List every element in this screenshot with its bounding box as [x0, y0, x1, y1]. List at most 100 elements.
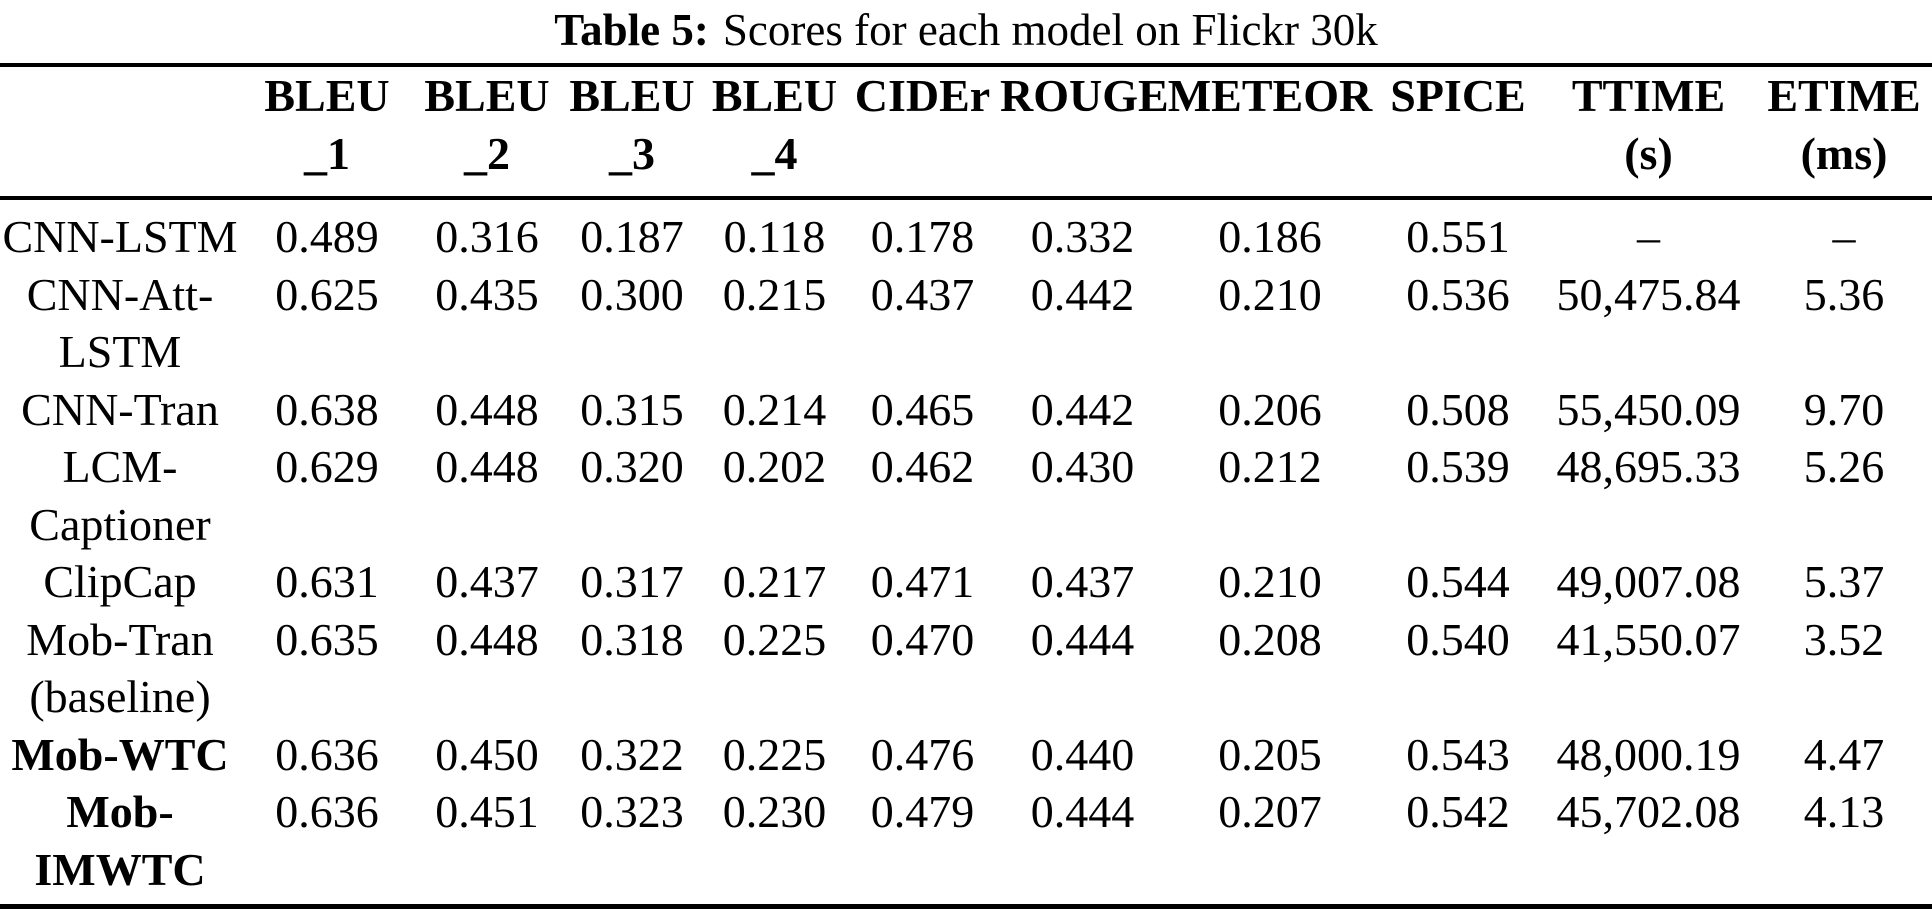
table-cell: 48,000.19 — [1556, 728, 1741, 780]
table-cell: 0.208 — [1218, 613, 1322, 665]
table-cell: 0.315 — [580, 383, 684, 435]
row-model-label: LCM- Captioner — [29, 441, 211, 550]
table-cell: 0.322 — [580, 728, 684, 780]
column-header-ttime: TTIME (s) — [1541, 65, 1756, 200]
table-cell: 0.638 — [275, 383, 379, 435]
table-cell: 0.544 — [1406, 556, 1510, 607]
table-cell: 0.539 — [1406, 441, 1510, 492]
table-cell: 0.479 — [870, 786, 975, 837]
table-cell: 0.631 — [275, 556, 379, 607]
table-cell: 0.465 — [870, 383, 975, 435]
table-cell: 0.542 — [1406, 786, 1510, 837]
table-cell: 5.36 — [1803, 268, 1885, 320]
column-header-bleu-2: BLEU _2 — [414, 65, 560, 200]
table-cell: 0.435 — [435, 268, 539, 320]
column-header-bleu-1: BLEU _1 — [240, 65, 414, 200]
table-cell: 0.316 — [435, 211, 539, 262]
table-cell: 49,007.08 — [1556, 556, 1741, 607]
table-cell: 55,450.09 — [1556, 383, 1741, 435]
table-cell: 5.37 — [1803, 556, 1885, 607]
table-cell: 0.444 — [1030, 613, 1135, 665]
column-header-model — [0, 65, 240, 200]
table-cell: 0.186 — [1218, 211, 1322, 262]
table-cell: 0.206 — [1218, 383, 1322, 435]
table-cell: 0.440 — [1030, 728, 1135, 780]
table-cell: 0.635 — [275, 613, 379, 665]
table-cell: 0.187 — [580, 211, 684, 262]
table-cell: 0.450 — [435, 728, 539, 780]
table-cell: 0.451 — [435, 786, 539, 837]
table-cell: 0.214 — [722, 383, 827, 435]
row-model-label: Mob- IMWTC — [34, 786, 206, 895]
table-cell: 0.215 — [722, 268, 827, 320]
table-row: CNN-Tran 0.638 0.448 0.315 0.214 0.465 0.442 0.… — [0, 381, 1932, 439]
table-cell: 0.636 — [275, 728, 379, 780]
table-cell: 0.332 — [1030, 211, 1135, 262]
row-model-label: ClipCap — [43, 556, 197, 607]
table-cell: 0.225 — [722, 613, 827, 665]
table-cell: 0.448 — [435, 383, 539, 435]
table-cell: 0.178 — [870, 211, 975, 262]
table-cell: 0.317 — [580, 556, 684, 607]
table-row: Mob-WTC 0.636 0.450 0.322 0.225 0.476 0.440 0.2… — [0, 726, 1932, 784]
table-cell: 0.489 — [275, 211, 379, 262]
table-row: Mob-Tran (baseline) 0.635 0.448 0.318 0.225 0… — [0, 611, 1932, 726]
header-row: BLEU _1 BLEU _2 BLEU _3 BLEU _4 CIDEr ROUGE ME… — [0, 65, 1932, 200]
column-header-spice: SPICE — [1375, 65, 1541, 200]
table-cell: 0.636 — [275, 786, 379, 837]
table-cell: 0.471 — [870, 556, 975, 607]
table-cell: 0.629 — [275, 441, 379, 492]
table-cell: 0.442 — [1030, 383, 1135, 435]
table-cell: 5.26 — [1803, 441, 1885, 492]
column-header-cider: CIDEr — [845, 65, 1000, 200]
column-header-meteor: METEOR — [1165, 65, 1375, 200]
table-cell: 0.625 — [275, 268, 379, 320]
table-row: LCM- Captioner 0.629 0.448 0.320 0.202 0.462 0… — [0, 438, 1932, 553]
table-cell: 45,702.08 — [1556, 786, 1741, 837]
table-cell: 0.508 — [1406, 383, 1510, 435]
table-cell: 48,695.33 — [1556, 441, 1741, 492]
table-cell: 4.47 — [1803, 728, 1885, 780]
table-cell: 0.536 — [1406, 268, 1510, 320]
table-cell: 50,475.84 — [1556, 268, 1741, 320]
table-body: CNN-LSTM 0.489 0.316 0.187 0.118 0.178 0.332 0.… — [0, 198, 1932, 907]
row-model-label: Mob-WTC — [11, 728, 229, 780]
table-cell: 0.448 — [435, 441, 539, 492]
table-cell: – — [1637, 211, 1660, 262]
row-model-label: Mob-Tran (baseline) — [26, 613, 214, 723]
table-cell: 0.225 — [722, 728, 827, 780]
table-cell: 0.230 — [722, 786, 827, 837]
table-cell: 4.13 — [1803, 786, 1885, 837]
table-cell: 0.300 — [580, 268, 684, 320]
table-cell: 0.118 — [723, 211, 826, 262]
row-model-label: CNN-Att- LSTM — [26, 268, 214, 378]
table-cell: 0.470 — [870, 613, 975, 665]
table-cell: 41,550.07 — [1556, 613, 1741, 665]
table-row: CNN-Att- LSTM 0.625 0.435 0.300 0.215 0.437 0.… — [0, 266, 1932, 381]
table-cell: 0.476 — [870, 728, 975, 780]
table-cell: 0.437 — [1030, 556, 1135, 607]
table-row: Mob- IMWTC 0.636 0.451 0.323 0.230 0.479 0.444… — [0, 783, 1932, 907]
table-cell: 0.318 — [580, 613, 684, 665]
table-caption: Table 5: Scores for each model on Flickr … — [0, 0, 1932, 63]
table-cell: 0.210 — [1218, 556, 1322, 607]
table-cell: 0.540 — [1406, 613, 1510, 665]
table-cell: 0.444 — [1030, 786, 1135, 837]
table-cell: 0.212 — [1218, 441, 1322, 492]
column-header-bleu-3: BLEU _3 — [560, 65, 704, 200]
table-cell: 0.551 — [1406, 211, 1510, 262]
table-cell: 0.437 — [870, 268, 975, 320]
table-cell: 0.217 — [722, 556, 827, 607]
column-header-etime: ETIME (ms) — [1756, 65, 1932, 200]
table-cell: 0.442 — [1030, 268, 1135, 320]
row-model-label: CNN-Tran — [21, 383, 219, 435]
table-cell: 0.430 — [1030, 441, 1135, 492]
table-caption-label: Table 5: — [554, 5, 709, 55]
row-model-label: CNN-LSTM — [2, 211, 238, 262]
table-cell: 0.543 — [1406, 728, 1510, 780]
table-cell: 9.70 — [1803, 383, 1885, 435]
table-cell: 0.210 — [1218, 268, 1322, 320]
table-caption-text: Scores for each model on Flickr 30k — [722, 5, 1378, 55]
table-cell: 0.437 — [435, 556, 539, 607]
